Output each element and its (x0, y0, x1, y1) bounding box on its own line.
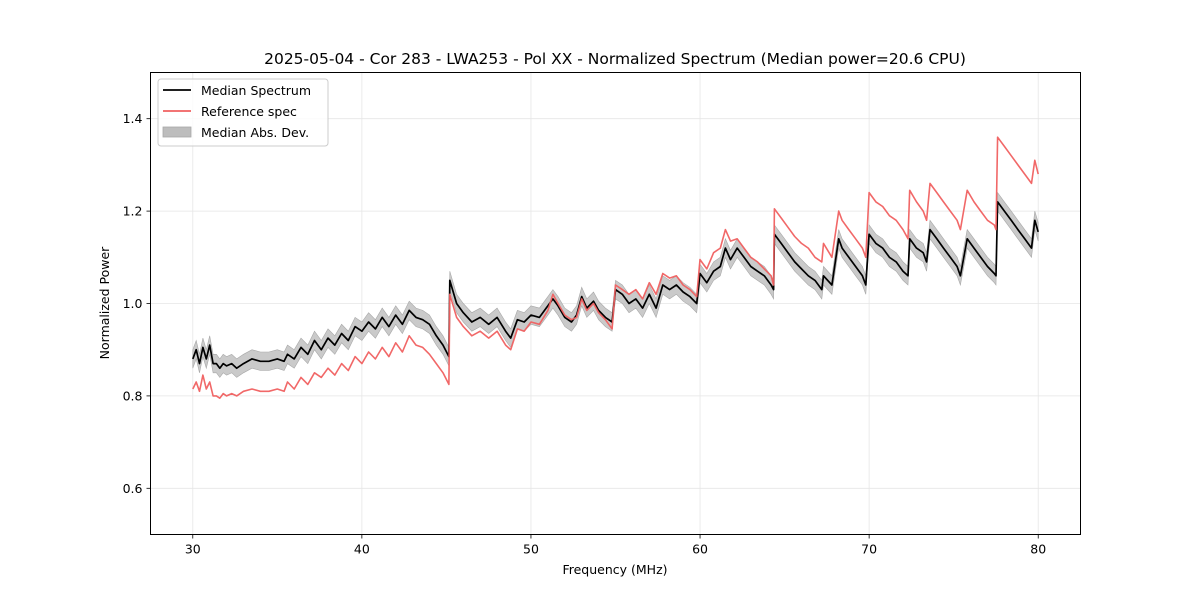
grid (150, 72, 1081, 535)
legend: Median Spectrum Reference spec Median Ab… (157, 78, 329, 147)
legend-box (157, 78, 329, 147)
x-tick-label: 30 (185, 542, 201, 557)
legend-label-median: Median Spectrum (201, 83, 311, 98)
y-tick-label: 1.2 (123, 204, 143, 219)
chart-title: 2025-05-04 - Cor 283 - LWA253 - Pol XX -… (264, 50, 966, 68)
y-tick-label: 1.0 (123, 296, 143, 311)
y-axis-label: Normalized Power (97, 246, 112, 360)
reference-spec-line (192, 136, 1039, 400)
x-tick-label: 40 (354, 542, 370, 557)
legend-mad-patch-swatch (162, 126, 192, 138)
y-tick-label: 0.8 (123, 388, 143, 403)
legend-label-reference: Reference spec (201, 104, 297, 119)
y-axis: 0.6 0.8 1.0 1.2 1.4 (123, 111, 151, 496)
y-tick-label: 0.6 (123, 481, 143, 496)
y-tick-label: 1.4 (123, 111, 143, 126)
x-tick-label: 50 (523, 542, 539, 557)
x-tick-label: 70 (861, 542, 877, 557)
plot-area (192, 136, 1040, 400)
x-tick-label: 60 (692, 542, 708, 557)
x-axis-label: Frequency (MHz) (562, 562, 667, 577)
legend-label-mad: Median Abs. Dev. (201, 125, 309, 140)
median-spectrum-line (192, 201, 1040, 370)
x-axis: 30 40 50 60 70 80 (185, 534, 1046, 557)
x-tick-label: 80 (1030, 542, 1046, 557)
